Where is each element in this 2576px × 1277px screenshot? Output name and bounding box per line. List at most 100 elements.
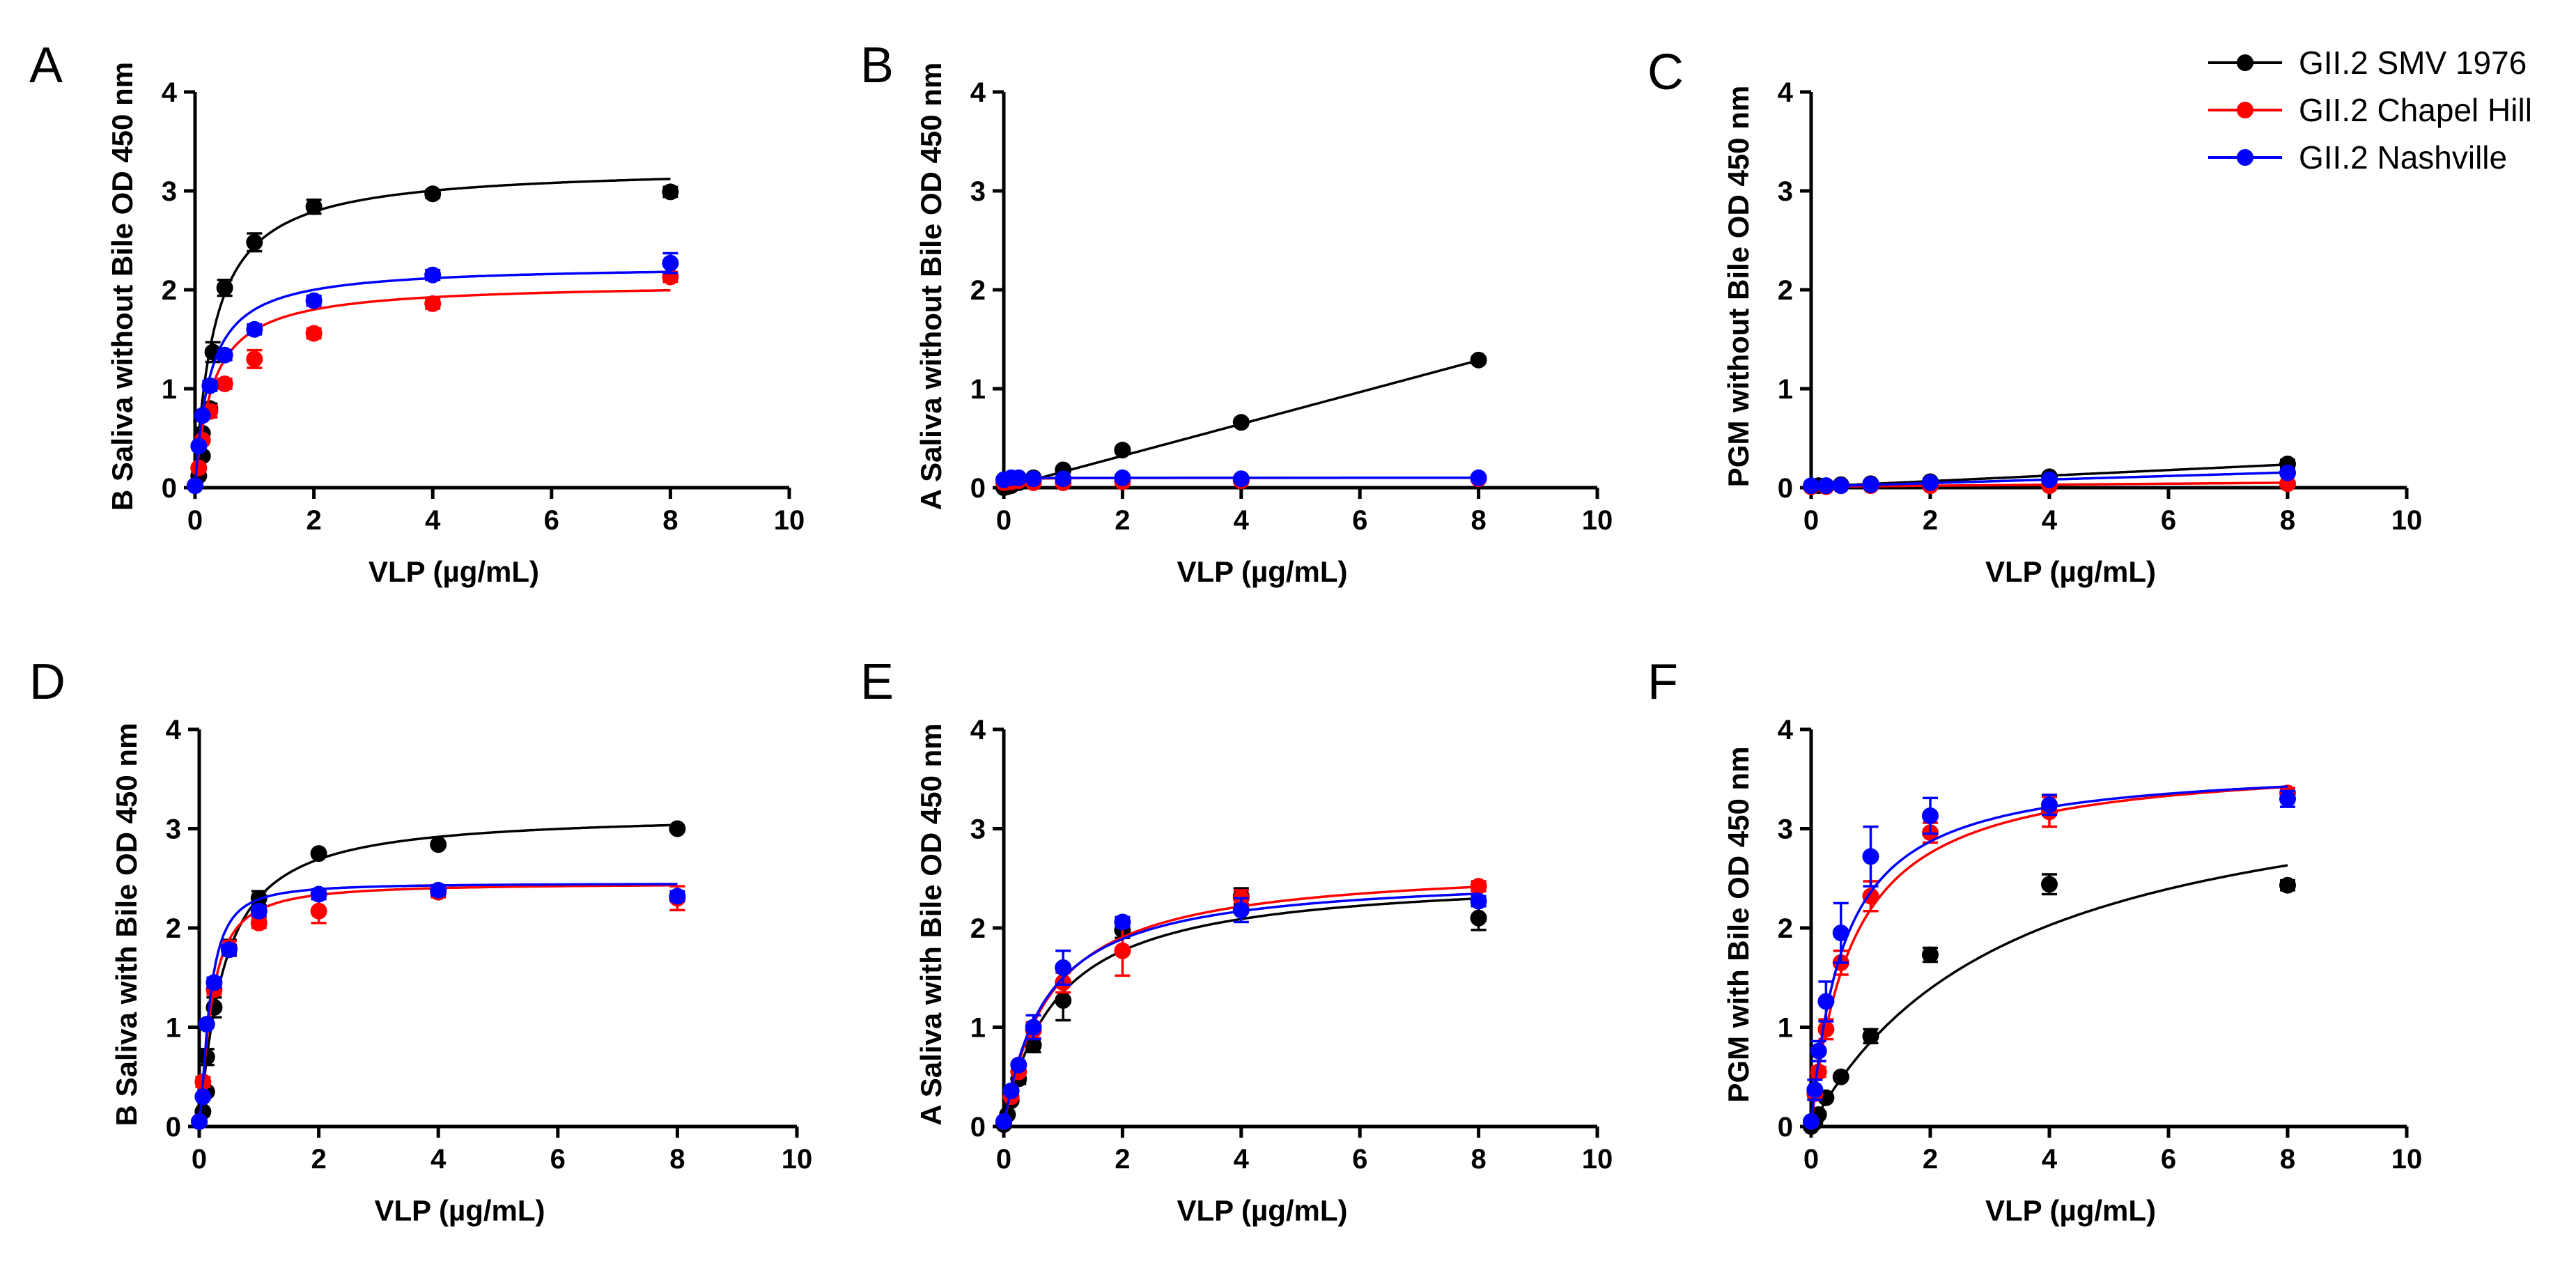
y-tick-label: 3: [166, 814, 181, 845]
panel-f: F 0 2 4 6 8 10 0 1 2 3 4 VLP (µg/mL) PGM with Bile OD…: [1647, 654, 2422, 1227]
y-tick-label: 1: [166, 1013, 181, 1044]
data-point: [424, 185, 442, 203]
x-tick-label: 10: [782, 1144, 813, 1175]
x-tick-label: 4: [1234, 1144, 1250, 1175]
series-gii-2-nashville: [1803, 464, 2296, 495]
fit-curve: [1810, 785, 2288, 1127]
x-tick-label: 0: [187, 505, 203, 536]
x-tick-label: 4: [1234, 505, 1250, 536]
fit-curve: [194, 288, 671, 488]
data-point: [1817, 993, 1835, 1010]
data-point: [1470, 469, 1487, 486]
data-point: [1810, 1042, 1827, 1060]
data-point: [1114, 469, 1131, 486]
series-gii-2-smv-1976: [187, 178, 679, 495]
data-point: [1470, 351, 1487, 369]
data-point: [246, 233, 263, 251]
y-tick-label: 1: [970, 374, 986, 405]
legend-item: GII.2 SMV 1976: [2208, 45, 2527, 81]
legend: GII.2 SMV 1976 GII.2 Chapel Hill GII.2 Nas…: [2208, 45, 2532, 176]
x-tick-label: 0: [996, 1144, 1011, 1175]
y-tick-label: 4: [970, 715, 986, 745]
y-tick-label: 3: [1778, 814, 1793, 845]
series-gii-2-nashville: [191, 881, 686, 1130]
x-tick-label: 10: [2391, 1144, 2423, 1175]
series-gii-2-nashville: [187, 251, 679, 495]
x-tick-label: 2: [1923, 505, 1938, 536]
data-point: [1922, 946, 1939, 963]
y-tick-label: 0: [1778, 1112, 1793, 1143]
y-tick-label: 2: [970, 913, 986, 944]
panel-letter: D: [29, 654, 65, 710]
fit-curve: [198, 883, 678, 1127]
data-point: [1025, 470, 1042, 488]
data-point: [1832, 477, 1849, 495]
data-point: [1922, 474, 1939, 491]
legend-item: GII.2 Nashville: [2208, 139, 2507, 176]
data-point: [1232, 470, 1250, 488]
data-point: [424, 266, 442, 284]
panel-b: B 0 2 4 6 8 10 0 1 2 3 4 VLP (µg/mL) A Saliva without…: [860, 38, 1613, 588]
y-tick-label: 3: [1778, 176, 1793, 207]
data-point: [1055, 470, 1072, 488]
legend-marker: [2237, 149, 2253, 166]
data-point: [662, 254, 679, 272]
panel-letter: B: [860, 38, 894, 93]
data-point: [1055, 992, 1072, 1009]
x-tick-label: 8: [1471, 1144, 1486, 1175]
y-tick-label: 4: [166, 715, 182, 745]
data-point: [246, 320, 263, 338]
data-point: [1114, 942, 1131, 959]
y-tick-label: 0: [1778, 473, 1793, 504]
data-point: [1862, 1028, 1879, 1045]
x-tick-label: 6: [2161, 505, 2176, 536]
data-point: [669, 820, 686, 837]
data-point: [2041, 876, 2058, 893]
series-gii-2-chapel-hill: [191, 883, 686, 1130]
data-point: [1817, 477, 1835, 495]
y-tick-label: 1: [162, 374, 177, 405]
legend-item: GII.2 Chapel Hill: [2208, 92, 2532, 128]
data-point: [662, 183, 679, 201]
data-point: [305, 292, 323, 309]
y-tick-label: 2: [1778, 913, 1793, 944]
y-tick-label: 4: [970, 77, 986, 108]
data-point: [198, 1016, 215, 1033]
data-point: [305, 198, 323, 215]
x-tick-label: 0: [1803, 1144, 1819, 1175]
data-point: [1862, 848, 1879, 865]
data-point: [246, 350, 263, 368]
legend-marker: [2237, 54, 2253, 71]
legend-label: GII.2 Chapel Hill: [2299, 92, 2532, 128]
data-point: [216, 279, 233, 297]
x-tick-label: 10: [2391, 505, 2423, 536]
x-tick-label: 2: [306, 505, 321, 536]
y-tick-label: 1: [970, 1013, 986, 1044]
data-point: [2041, 796, 2058, 814]
x-tick-label: 6: [544, 505, 559, 536]
data-point: [1803, 477, 1820, 495]
y-tick-label: 0: [166, 1112, 181, 1143]
data-point: [1055, 959, 1072, 976]
data-point: [1010, 1056, 1027, 1074]
series-gii-2-smv-1976: [995, 887, 1487, 1133]
y-tick-label: 4: [1778, 715, 1794, 745]
x-tick-label: 8: [662, 505, 678, 536]
y-tick-label: 2: [1778, 275, 1793, 306]
series-gii-2-nashville: [995, 892, 1487, 1130]
series-gii-2-smv-1976: [1803, 864, 2296, 1135]
x-tick-label: 4: [2042, 1144, 2058, 1175]
data-point: [2041, 471, 2058, 488]
data-point: [190, 438, 208, 455]
y-tick-label: 3: [970, 814, 986, 845]
data-point: [1232, 414, 1250, 431]
data-point: [1002, 1082, 1020, 1099]
y-axis-title: A Saliva with Bile OD 450 nm: [915, 723, 947, 1125]
legend-label: GII.2 Nashville: [2299, 139, 2507, 176]
x-tick-label: 10: [1582, 505, 1613, 536]
data-point: [1922, 807, 1939, 824]
data-point: [1817, 1021, 1835, 1038]
x-axis-title: VLP (µg/mL): [1177, 1194, 1347, 1227]
